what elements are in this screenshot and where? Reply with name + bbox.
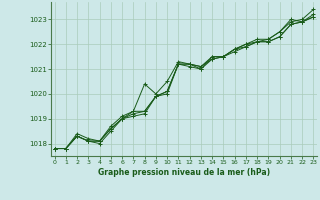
X-axis label: Graphe pression niveau de la mer (hPa): Graphe pression niveau de la mer (hPa) [98,168,270,177]
